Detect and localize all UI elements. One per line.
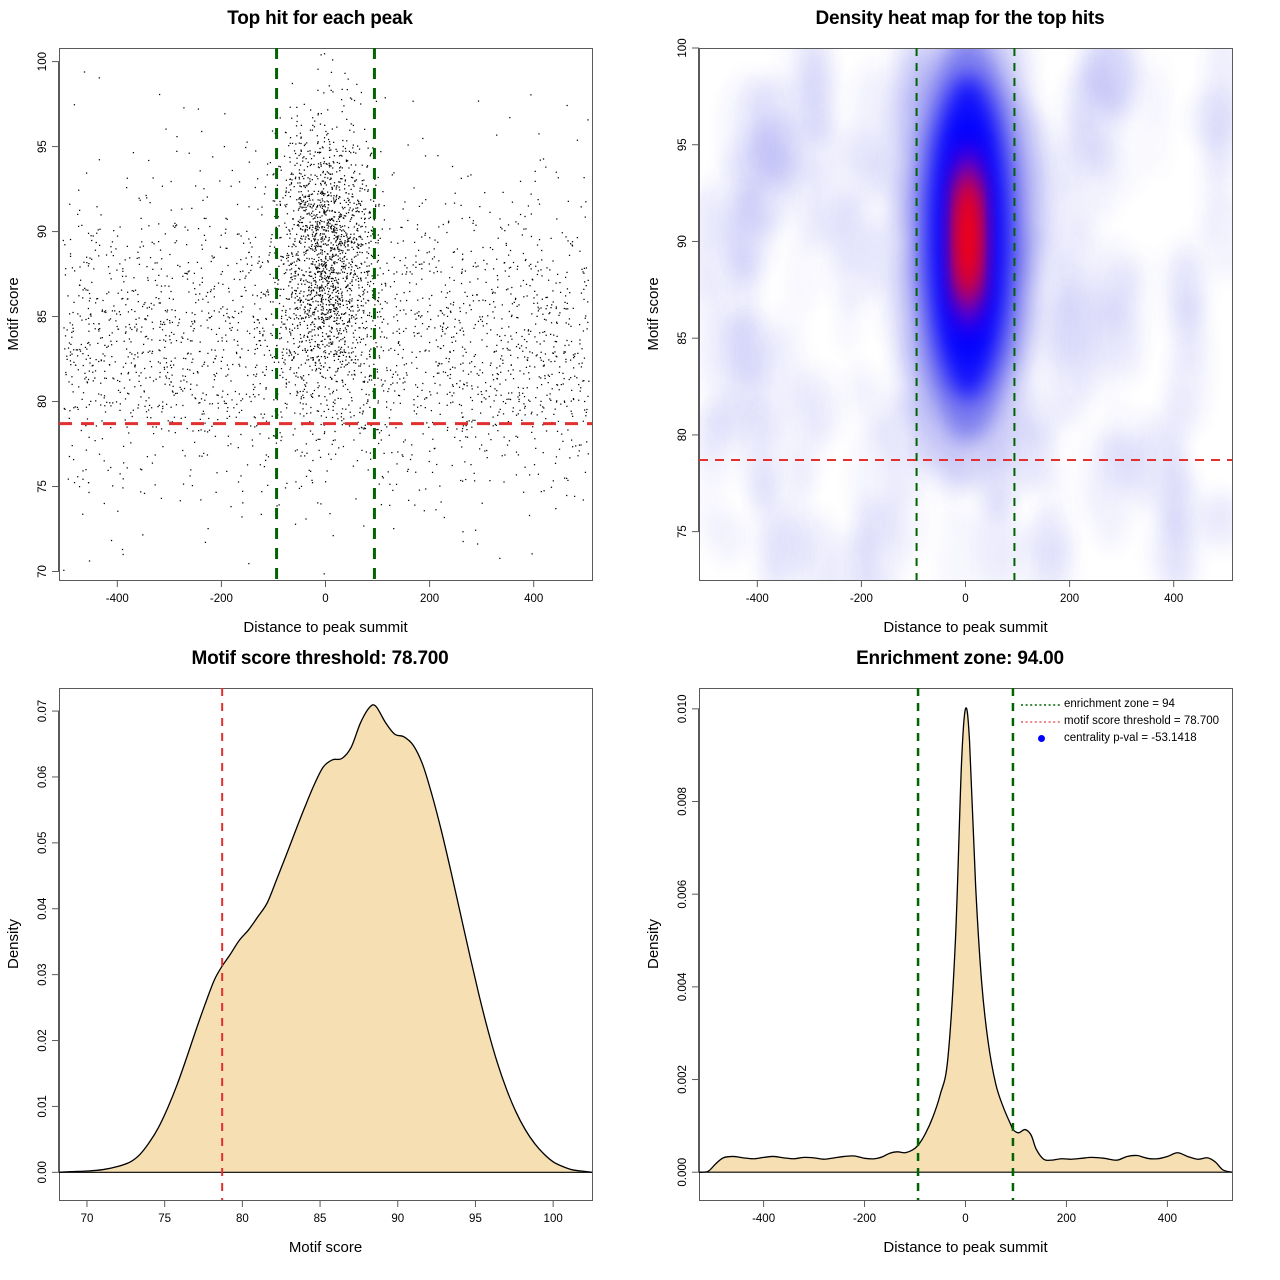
svg-text:75: 75 [677, 525, 689, 538]
svg-text:0.006: 0.006 [677, 880, 689, 909]
svg-text:80: 80 [677, 429, 689, 442]
legend-item-centrality-pval: centrality p-val = -53.1418 [1018, 730, 1219, 747]
distance-density-canvas: -400 -200 0 200 400 0.000 0.002 0.004 0.006 0.008… [645, 688, 1233, 1256]
legend-label-enrichment-zone: enrichment zone = 94 [1064, 698, 1175, 710]
svg-text:100: 100 [677, 38, 689, 57]
svg-text:Distance to peak summit: Distance to peak summit [243, 619, 408, 636]
svg-text:75: 75 [37, 480, 49, 493]
svg-text:0: 0 [962, 1213, 968, 1225]
panel-title-top-hit-scatter: Top hit for each peak [227, 8, 413, 29]
green-dotted-line-icon [1018, 700, 1064, 710]
svg-text:70: 70 [81, 1213, 94, 1225]
panel-title-distance-density: Enrichment zone: 94.00 [856, 648, 1064, 669]
heatmap-canvas: -400 -200 0 200 400 75 80 85 90 95 100 Distance to … [645, 38, 1233, 636]
panel-distance-density: Enrichment zone: 94.00 -400 -200 0 200 400 0.… [640, 640, 1280, 1280]
svg-text:200: 200 [1060, 593, 1079, 605]
svg-text:75: 75 [158, 1213, 171, 1225]
svg-text:90: 90 [391, 1213, 404, 1225]
svg-text:85: 85 [37, 310, 49, 323]
legend-item-enrichment-zone: enrichment zone = 94 [1018, 696, 1219, 713]
panel-title-motif-score-density: Motif score threshold: 78.700 [191, 648, 449, 669]
svg-text:0: 0 [962, 593, 968, 605]
panel-top-hit-scatter: Top hit for each peak -400 -200 0 200 400 70 7… [0, 0, 640, 640]
svg-text:95: 95 [469, 1213, 482, 1225]
svg-text:0: 0 [322, 593, 328, 605]
svg-text:95: 95 [677, 138, 689, 151]
svg-text:Distance to peak summit: Distance to peak summit [883, 1239, 1048, 1256]
svg-text:400: 400 [1158, 1213, 1177, 1225]
svg-text:90: 90 [677, 235, 689, 248]
svg-text:90: 90 [37, 225, 49, 238]
svg-text:100: 100 [544, 1213, 563, 1225]
svg-text:-400: -400 [752, 1213, 775, 1225]
svg-text:85: 85 [314, 1213, 327, 1225]
svg-text:400: 400 [1164, 593, 1183, 605]
svg-text:0.008: 0.008 [677, 787, 689, 816]
motif-score-density-canvas: 70 75 80 85 90 95 100 0.00 0.01 0.02 0.03 0.04 0.05 0… [5, 688, 593, 1256]
svg-text:200: 200 [1057, 1213, 1076, 1225]
svg-text:Density: Density [5, 918, 22, 969]
legend-label-centrality-pval: centrality p-val = -53.1418 [1064, 732, 1197, 744]
panel-motif-score-density: Motif score threshold: 78.700 70 75 80 85 90… [0, 640, 640, 1280]
svg-text:-400: -400 [746, 593, 769, 605]
svg-text:0.002: 0.002 [677, 1065, 689, 1094]
svg-text:0.02: 0.02 [37, 1029, 49, 1051]
svg-text:0.00: 0.00 [37, 1161, 49, 1183]
svg-text:0.03: 0.03 [37, 963, 49, 985]
blue-dot-icon [1018, 735, 1064, 742]
svg-text:100: 100 [37, 52, 49, 71]
svg-text:0.06: 0.06 [37, 766, 49, 788]
svg-text:0.04: 0.04 [37, 897, 49, 920]
red-dotted-line-icon [1018, 717, 1064, 727]
svg-text:Distance to peak summit: Distance to peak summit [883, 619, 1048, 636]
svg-text:0.07: 0.07 [37, 700, 49, 722]
svg-text:0.01: 0.01 [37, 1095, 49, 1117]
svg-text:-200: -200 [210, 593, 233, 605]
svg-text:0.000: 0.000 [677, 1158, 689, 1187]
svg-text:Motif score: Motif score [5, 277, 22, 350]
legend-item-motif-threshold: motif score threshold = 78.700 [1018, 713, 1219, 730]
svg-text:200: 200 [420, 593, 439, 605]
svg-text:95: 95 [37, 140, 49, 153]
svg-text:Motif score: Motif score [289, 1239, 362, 1256]
svg-text:0.004: 0.004 [677, 972, 689, 1001]
scatter-plot-canvas: -400 -200 0 200 400 70 75 80 85 90 95 100 Distance t… [5, 48, 593, 636]
svg-text:80: 80 [37, 395, 49, 408]
svg-text:85: 85 [677, 332, 689, 345]
svg-text:Motif score: Motif score [645, 277, 662, 350]
legend-label-motif-threshold: motif score threshold = 78.700 [1064, 715, 1220, 727]
svg-text:-200: -200 [850, 593, 873, 605]
svg-text:70: 70 [37, 565, 49, 578]
panel-density-heatmap: Density heat map for the top hits -400 -2… [640, 0, 1280, 640]
legend: enrichment zone = 94 motif score thresho… [1018, 696, 1219, 747]
svg-text:400: 400 [524, 593, 543, 605]
panel-title-density-heatmap: Density heat map for the top hits [815, 8, 1105, 29]
svg-text:-400: -400 [106, 593, 129, 605]
svg-text:80: 80 [236, 1213, 249, 1225]
svg-text:Density: Density [645, 918, 662, 969]
svg-text:0.05: 0.05 [37, 832, 49, 854]
svg-text:-200: -200 [853, 1213, 876, 1225]
svg-text:0.010: 0.010 [677, 694, 689, 723]
